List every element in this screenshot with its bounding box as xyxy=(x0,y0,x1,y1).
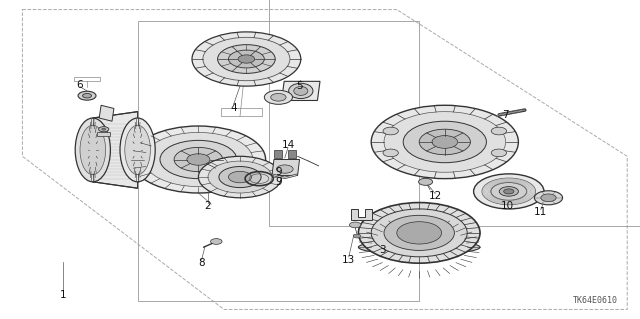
Ellipse shape xyxy=(358,240,480,255)
Circle shape xyxy=(541,194,556,202)
Circle shape xyxy=(198,156,282,198)
Circle shape xyxy=(474,174,544,209)
Ellipse shape xyxy=(125,125,150,174)
Polygon shape xyxy=(272,174,298,179)
Circle shape xyxy=(187,154,210,165)
Text: 8: 8 xyxy=(198,258,205,268)
Text: 9: 9 xyxy=(275,177,282,187)
Polygon shape xyxy=(93,112,138,188)
Circle shape xyxy=(491,182,527,200)
Circle shape xyxy=(208,161,272,193)
Circle shape xyxy=(203,37,290,81)
Circle shape xyxy=(218,45,275,73)
Circle shape xyxy=(358,203,480,263)
Circle shape xyxy=(371,209,467,257)
Ellipse shape xyxy=(120,118,155,182)
Text: 7: 7 xyxy=(502,110,509,120)
Polygon shape xyxy=(282,81,320,100)
Circle shape xyxy=(174,147,223,172)
Polygon shape xyxy=(97,132,110,136)
Circle shape xyxy=(211,239,222,244)
Polygon shape xyxy=(351,209,372,220)
Circle shape xyxy=(264,90,292,104)
Text: 12: 12 xyxy=(429,191,442,201)
Circle shape xyxy=(144,132,253,187)
Circle shape xyxy=(432,136,458,148)
Text: 11: 11 xyxy=(534,207,547,217)
Polygon shape xyxy=(288,150,296,158)
Ellipse shape xyxy=(78,91,96,100)
Ellipse shape xyxy=(80,125,106,174)
Ellipse shape xyxy=(76,118,111,182)
Circle shape xyxy=(192,32,301,86)
Circle shape xyxy=(131,126,266,193)
Circle shape xyxy=(419,178,433,185)
Text: 10: 10 xyxy=(500,201,513,211)
Text: 4: 4 xyxy=(230,103,237,114)
Ellipse shape xyxy=(83,93,92,98)
Circle shape xyxy=(349,222,361,228)
Circle shape xyxy=(228,171,252,183)
Text: 3: 3 xyxy=(380,245,386,256)
Ellipse shape xyxy=(294,86,308,95)
Circle shape xyxy=(219,167,261,188)
Circle shape xyxy=(397,222,442,244)
Circle shape xyxy=(384,112,506,172)
Circle shape xyxy=(383,149,398,157)
Circle shape xyxy=(160,140,237,179)
Circle shape xyxy=(403,121,486,163)
Circle shape xyxy=(499,187,518,196)
Circle shape xyxy=(276,165,293,173)
Circle shape xyxy=(371,105,518,179)
Text: TK64E0610: TK64E0610 xyxy=(573,296,618,305)
Text: 1: 1 xyxy=(60,290,66,300)
Circle shape xyxy=(353,234,361,238)
Circle shape xyxy=(384,215,454,250)
Text: 2: 2 xyxy=(205,201,211,211)
Polygon shape xyxy=(272,160,300,175)
Circle shape xyxy=(99,127,109,132)
Circle shape xyxy=(504,189,514,194)
Text: 14: 14 xyxy=(282,140,294,150)
Circle shape xyxy=(482,178,536,205)
Ellipse shape xyxy=(289,83,313,99)
Polygon shape xyxy=(274,150,282,158)
Circle shape xyxy=(271,93,286,101)
Circle shape xyxy=(492,127,507,135)
Circle shape xyxy=(102,128,106,130)
Text: 5: 5 xyxy=(296,81,303,91)
Circle shape xyxy=(383,127,398,135)
Text: 6: 6 xyxy=(77,79,83,90)
Circle shape xyxy=(238,55,255,63)
Polygon shape xyxy=(99,105,114,121)
Text: 9: 9 xyxy=(275,167,282,177)
Circle shape xyxy=(419,129,470,155)
Circle shape xyxy=(228,50,264,68)
Text: 13: 13 xyxy=(342,255,355,265)
Circle shape xyxy=(492,149,507,157)
Circle shape xyxy=(534,191,563,205)
